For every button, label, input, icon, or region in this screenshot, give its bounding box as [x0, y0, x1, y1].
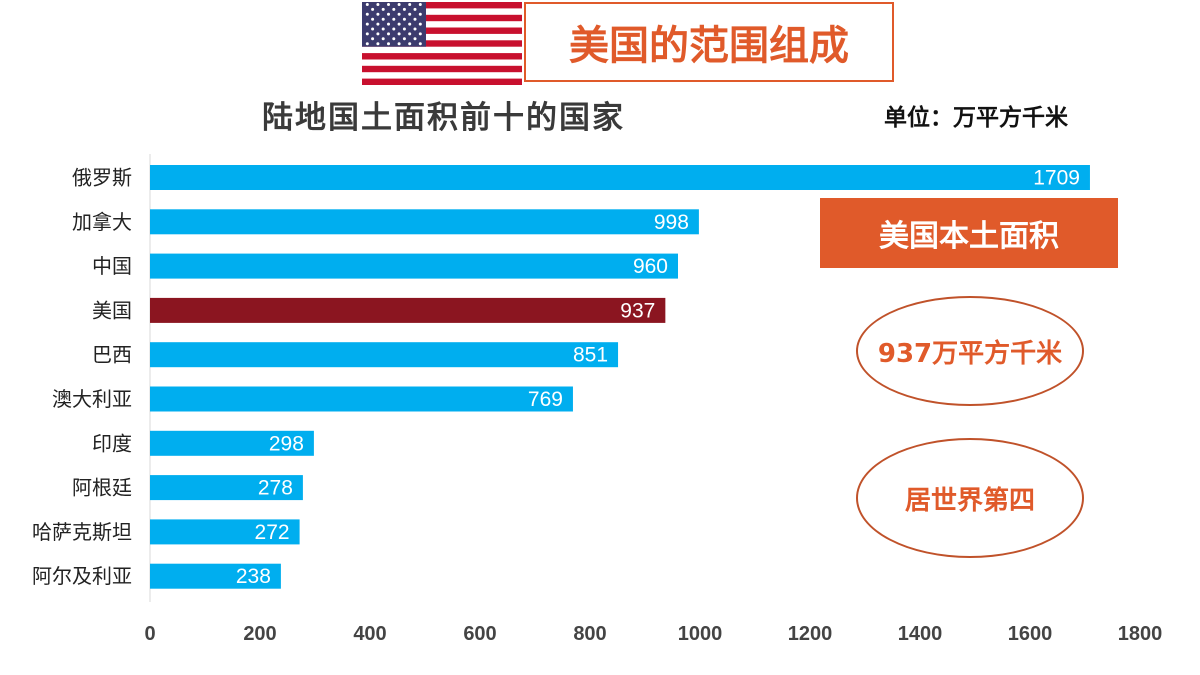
x-tick-label: 1200 [788, 623, 833, 645]
x-tick-label: 400 [353, 623, 386, 645]
bar [150, 297, 666, 323]
category-label: 美国 [92, 298, 132, 322]
category-label: 中国 [92, 254, 132, 278]
x-tick-label: 200 [243, 623, 276, 645]
data-label: 238 [236, 565, 271, 588]
bar [150, 342, 619, 368]
bar [150, 430, 314, 456]
bar [150, 386, 573, 412]
bar [150, 165, 1090, 190]
bar [150, 519, 300, 545]
bar [150, 475, 303, 501]
category-label: 印度 [92, 431, 132, 455]
category-label: 俄罗斯 [72, 166, 132, 190]
world-rank-ellipse: 居世界第四 [856, 438, 1084, 558]
data-label: 998 [654, 211, 689, 234]
us-area-callout: 美国本土面积 [820, 198, 1118, 268]
x-tick-label: 600 [463, 623, 496, 645]
data-label: 272 [255, 521, 290, 544]
data-label: 851 [573, 344, 608, 367]
us-flag-icon [362, 2, 522, 85]
x-tick-label: 800 [573, 623, 606, 645]
category-label: 哈萨克斯坦 [32, 520, 132, 544]
category-label: 阿根廷 [72, 476, 132, 500]
x-tick-label: 1800 [1118, 623, 1163, 645]
chart-title: 陆地国土面积前十的国家 [262, 100, 625, 136]
bar [150, 209, 699, 235]
area-value-ellipse: 937万平方千米 [856, 296, 1084, 406]
page-title: 美国的范围组成 [524, 2, 894, 82]
category-label: 澳大利亚 [52, 387, 132, 411]
data-label: 278 [258, 477, 293, 500]
bar [150, 563, 281, 589]
data-label: 298 [269, 432, 304, 455]
category-label: 阿尔及利亚 [32, 564, 132, 588]
bar [150, 253, 678, 279]
category-label: 巴西 [92, 343, 132, 367]
data-label: 937 [620, 299, 655, 322]
x-tick-label: 1400 [898, 623, 943, 645]
data-label: 1709 [1033, 167, 1080, 190]
x-tick-label: 0 [144, 623, 155, 645]
category-label: 加拿大 [72, 210, 132, 234]
unit-label: 单位：万平方千米 [884, 105, 1068, 131]
x-tick-label: 1600 [1008, 623, 1053, 645]
data-label: 960 [633, 255, 668, 278]
x-tick-label: 1000 [678, 623, 723, 645]
data-label: 769 [528, 388, 563, 411]
